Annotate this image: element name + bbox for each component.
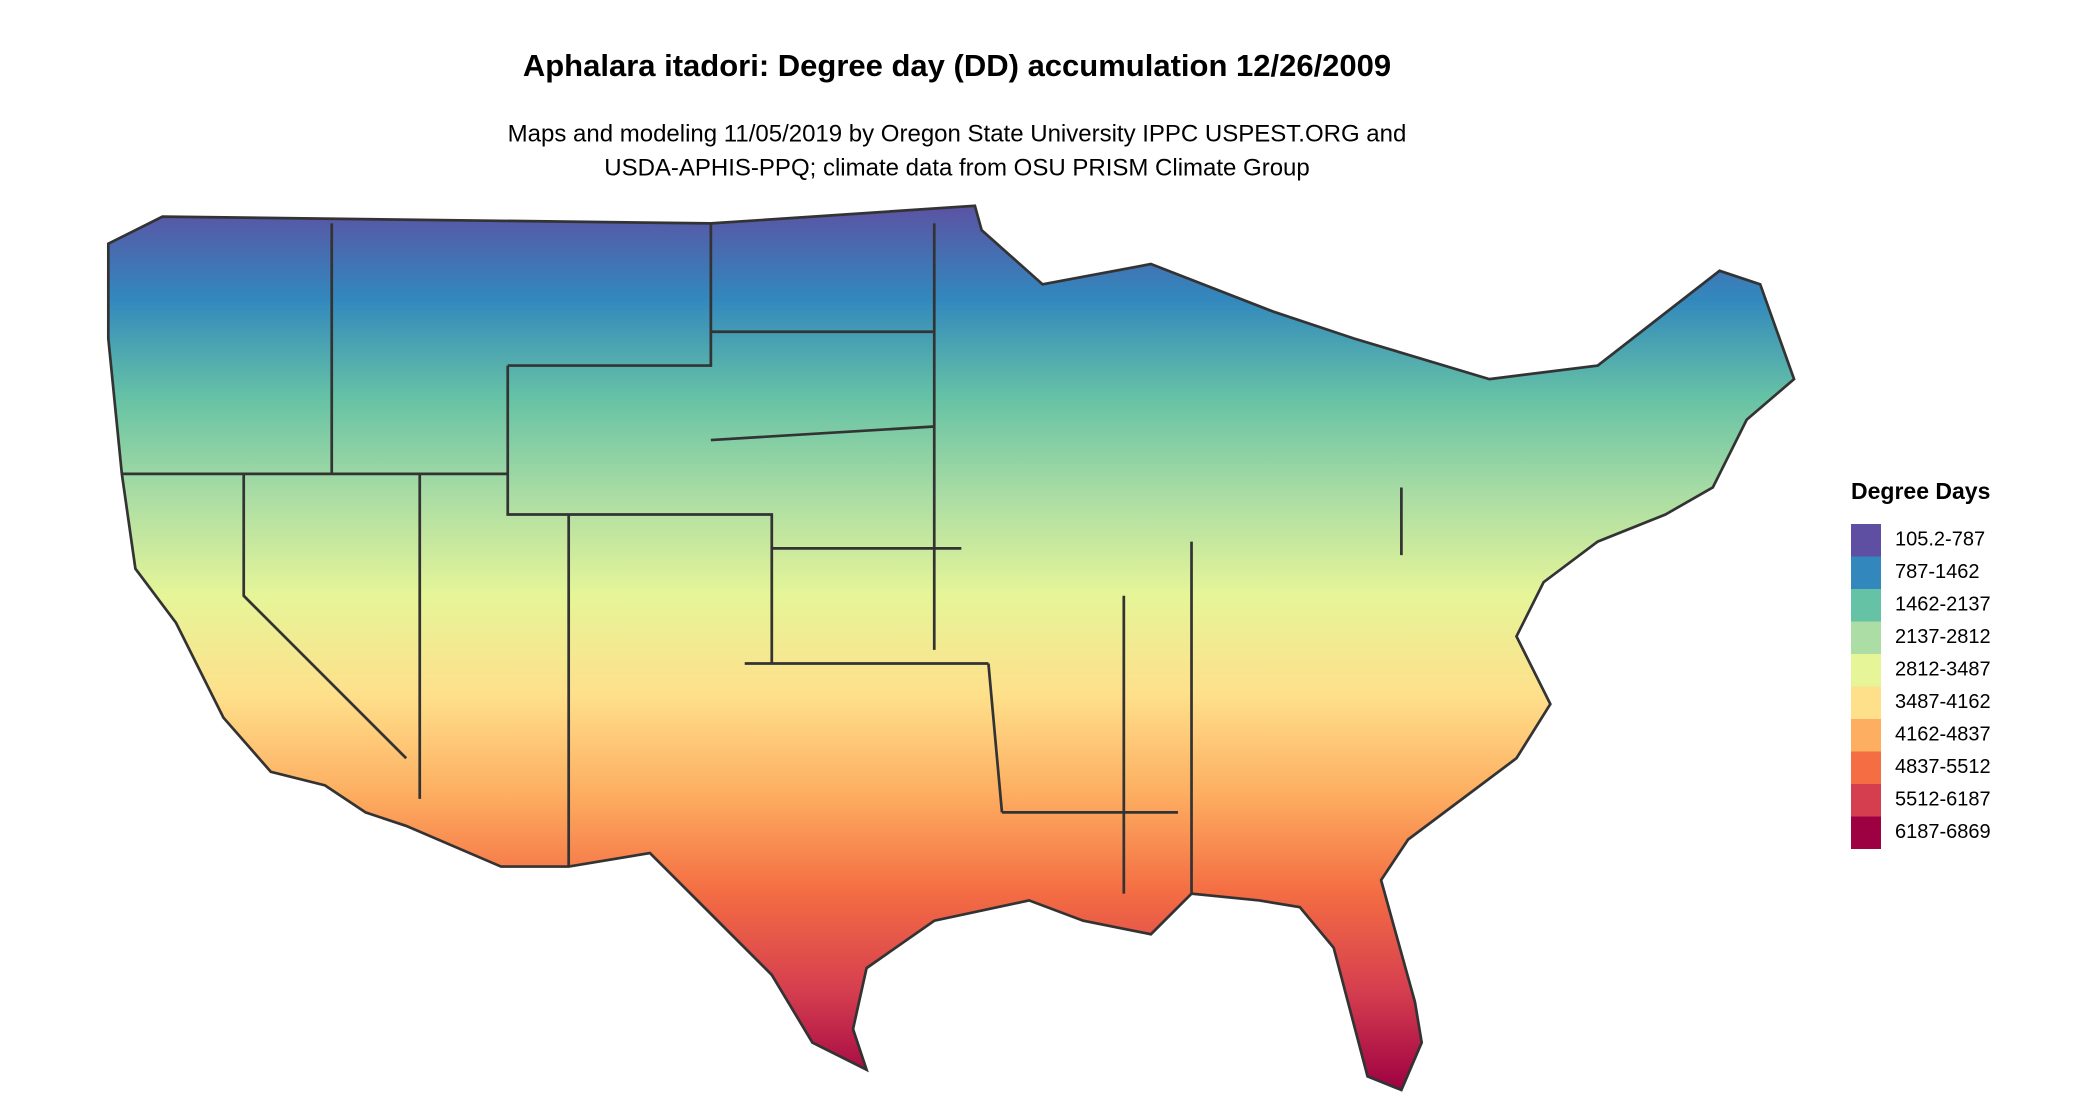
legend-label: 4837-5512 [1895,756,1991,778]
subtitle: USDA-APHIS-PPQ; climate data from OSU PR… [604,154,1310,181]
legend-swatch [1851,556,1881,589]
legend-swatch [1851,654,1881,687]
legend-swatch [1851,589,1881,622]
legend-label: 4162-4837 [1895,724,1991,746]
legend-label: 5512-6187 [1895,789,1991,811]
legend-label: 2812-3487 [1895,659,1991,681]
legend-swatch [1851,751,1881,784]
subtitle: Maps and modeling 11/05/2019 by Oregon S… [508,120,1407,147]
legend-swatch [1851,784,1881,817]
legend-label: 6187-6869 [1895,821,1991,843]
legend-label: 787-1462 [1895,561,1980,583]
legend-title: Degree Days [1851,478,1990,504]
map-title: Aphalara itadori: Degree day (DD) accumu… [523,48,1391,83]
legend-label: 1462-2137 [1895,594,1991,616]
legend: 105.2-787 787-1462 1462-2137 2137-2812 2812-… [1851,524,1991,849]
legend-swatch [1851,816,1881,849]
degree-day-surface [108,205,1795,1090]
legend-swatch [1851,719,1881,752]
map-area [108,205,1795,1090]
legend-label: 2137-2812 [1895,626,1991,648]
legend-label: 105.2-787 [1895,529,1985,551]
legend-swatch [1851,524,1881,557]
legend-swatch [1851,686,1881,719]
state-borders [106,204,1796,1092]
legend-label: 3487-4162 [1895,691,1991,713]
legend-swatch [1851,621,1881,654]
